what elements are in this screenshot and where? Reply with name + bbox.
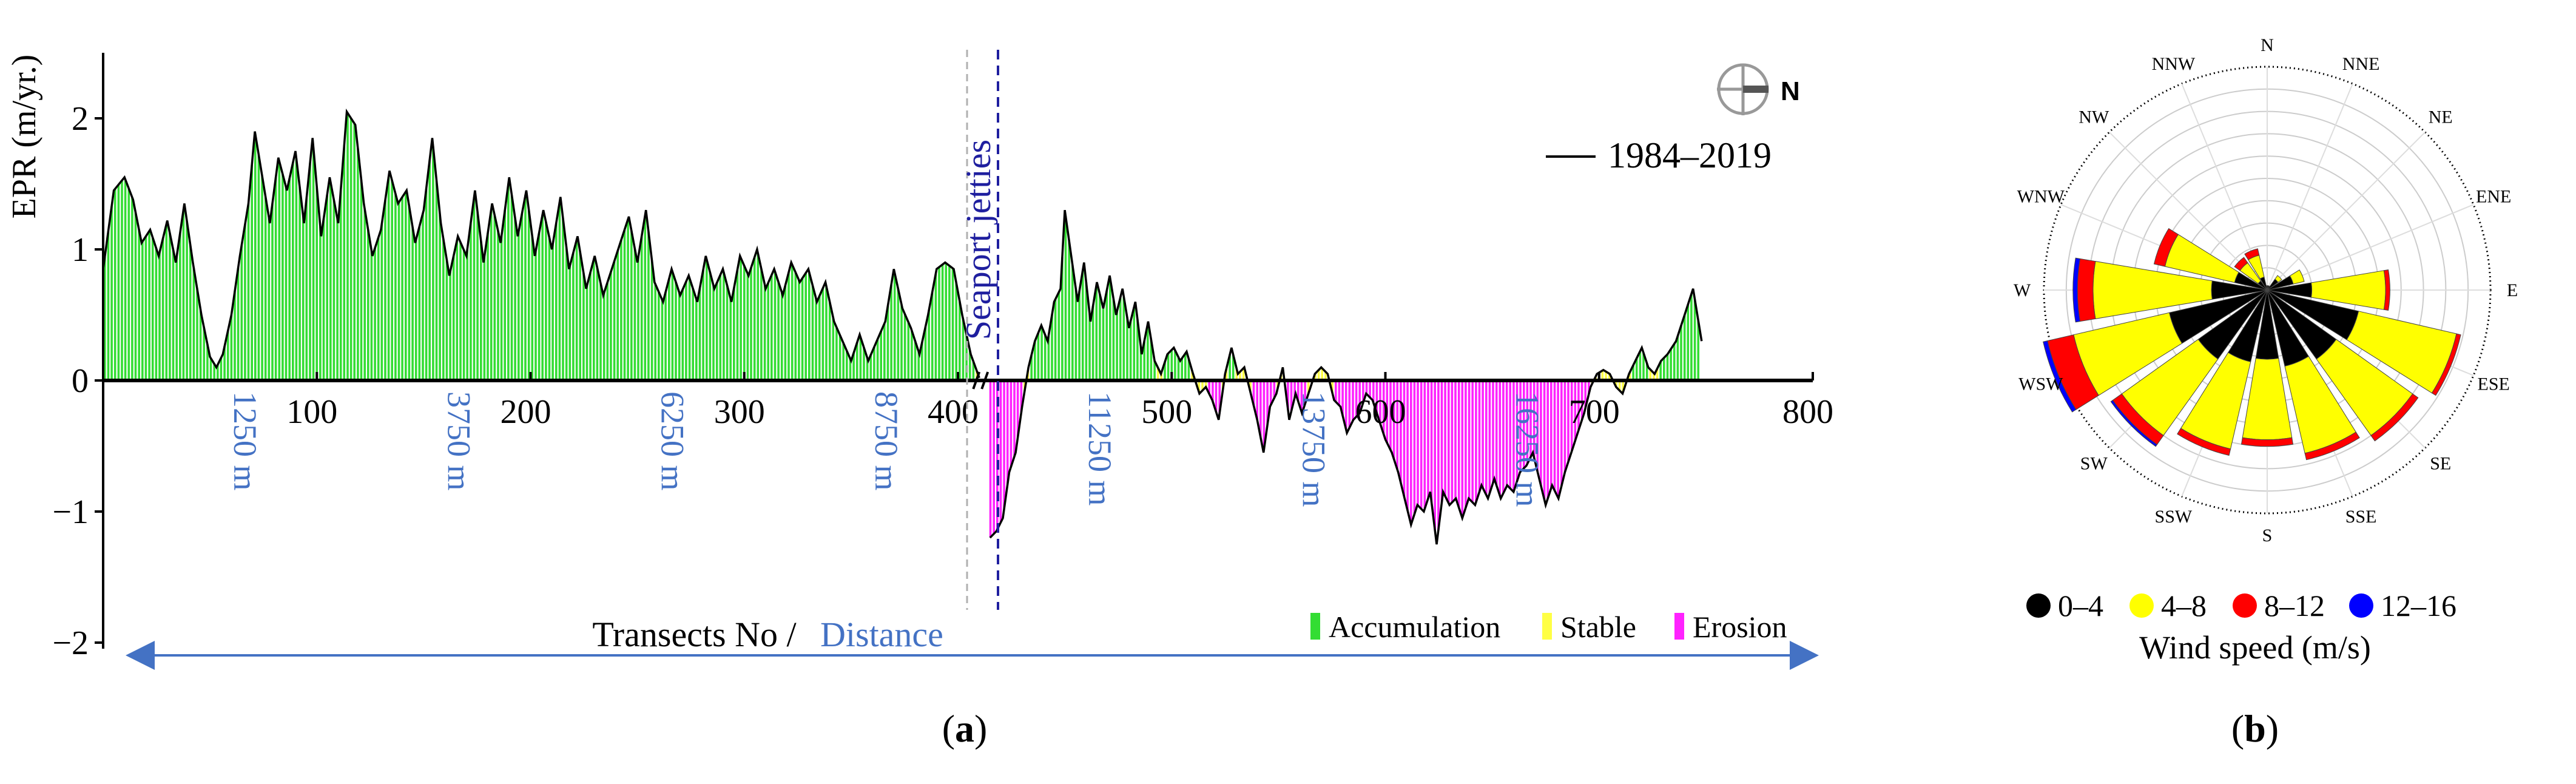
rose-direction-label: N	[2261, 35, 2274, 55]
distance-label: 1250 m	[227, 391, 263, 491]
series-legend-label: 1984–2019	[1608, 135, 1772, 175]
panel-a: 2 1 0 −1 −2 100 200 300 400 500 600 700 800 1250 m 3…	[5, 50, 1833, 750]
x-tick-label: 100	[286, 393, 337, 431]
rose-petal-segment	[2274, 275, 2282, 283]
panel-b: N NNE NE ENE E ESE SE SSE S SSW SW WSW W WNW NW NNW 0–4…	[2014, 35, 2518, 750]
rose-direction-label: SSE	[2345, 507, 2377, 527]
panel-label-b: (b)	[2231, 707, 2279, 750]
legend-dot-8-12	[2233, 593, 2257, 618]
distance-label: 11250 m	[1082, 391, 1118, 506]
legend-label-4-8: 4–8	[2161, 589, 2207, 623]
y-axis-label: EPR (m/yr.)	[5, 55, 43, 219]
rose-direction-label: W	[2014, 280, 2031, 300]
rose-petal-segment	[2234, 257, 2248, 271]
y-tick-label: 0	[72, 362, 89, 400]
x-axis-label-distance: Distance	[820, 615, 943, 654]
legend-dot-12-16	[2349, 593, 2373, 618]
rose-direction-label: SW	[2080, 454, 2108, 474]
rose-direction-label: ESE	[2478, 374, 2510, 394]
x-tick-label: 400	[928, 393, 979, 431]
legend-swatch-accumulation	[1310, 613, 1320, 640]
rose-spoke	[2267, 132, 2426, 291]
y-tick-label: −2	[52, 624, 89, 662]
legend-label-accumulation: Accumulation	[1329, 610, 1500, 644]
x-ticks: 100 200 300 400 500 600 700 800	[286, 371, 1833, 431]
north-compass-icon	[1717, 63, 1769, 115]
legend-label-8-12: 8–12	[2264, 589, 2325, 623]
rose-petal-segment	[2370, 393, 2419, 442]
y-tick-label: 1	[72, 231, 89, 269]
rose-petal-segment	[2241, 437, 2294, 447]
rose-direction-label: NNE	[2342, 54, 2380, 74]
rose-petal-segment	[2383, 269, 2390, 311]
rose-petal-segment	[2289, 269, 2305, 285]
legend-label-0-4: 0–4	[2058, 589, 2103, 623]
rose-petal-segment	[2072, 257, 2081, 323]
distance-label: 16250 m	[1509, 391, 1546, 507]
panel-label-a: (a)	[942, 707, 988, 750]
x-tick-label: 300	[714, 393, 765, 431]
legend-swatch-stable	[1542, 613, 1552, 640]
distance-label: 13750 m	[1295, 391, 1332, 507]
x-tick-label: 600	[1355, 393, 1406, 431]
seaport-jetties-label: Seaport jetties	[959, 140, 998, 340]
x-axis-label: Transects No	[592, 615, 778, 654]
distance-label: 6250 m	[655, 391, 691, 491]
rose-direction-label: NW	[2079, 107, 2109, 127]
legend-dot-0-4	[2026, 593, 2051, 618]
rose-petal-segment	[2304, 431, 2360, 461]
x-tick-label: 800	[1782, 393, 1833, 431]
rose-petal-segment	[2077, 258, 2096, 322]
distance-labels: 1250 m 3750 m 6250 m 8750 m 11250 m 13750 m 16…	[227, 391, 1546, 507]
y-ticks: 2 1 0 −1 −2	[52, 100, 103, 662]
rose-direction-label: WNW	[2017, 186, 2065, 206]
epr-bars	[104, 113, 1699, 538]
x-tick-label: 500	[1141, 393, 1192, 431]
y-tick-label: 2	[72, 100, 89, 138]
x-tick-label: 200	[501, 393, 551, 431]
axis-break-mark	[972, 371, 990, 390]
legend-label-erosion: Erosion	[1693, 610, 1787, 644]
rose-petal-segment	[2244, 248, 2260, 260]
wind-speed-legend: 0–4 4–8 8–12 12–16	[2026, 589, 2456, 623]
rose-petal-segment	[2153, 228, 2179, 267]
rose-direction-label: E	[2507, 280, 2518, 300]
wind-rose-petals	[2043, 228, 2461, 461]
rose-petal-segment	[2110, 399, 2158, 447]
rose-direction-label: SE	[2430, 454, 2451, 474]
rose-spoke	[2267, 83, 2353, 291]
rose-direction-label: SSW	[2155, 507, 2193, 527]
rose-petal-segment	[2242, 357, 2293, 441]
wind-rose-direction-labels: N NNE NE ENE E ESE SE SSE S SSW SW WSW W WNW NW NNW	[2014, 35, 2518, 546]
north-label: N	[1781, 76, 1800, 106]
legend-label-stable: Stable	[1560, 610, 1636, 644]
distance-label: 8750 m	[868, 391, 905, 491]
rose-petal-segment	[2043, 340, 2077, 413]
legend-dot-4-8	[2129, 593, 2154, 618]
y-tick-label: −1	[52, 493, 89, 531]
rose-petal-segment	[2431, 333, 2461, 396]
epr-profile-line	[102, 108, 1703, 545]
legend-swatch-erosion	[1674, 613, 1684, 640]
rose-direction-label: NNW	[2152, 54, 2196, 74]
category-legend: Accumulation Stable Erosion	[1310, 610, 1787, 644]
distance-label: 3750 m	[440, 391, 477, 491]
legend-label-12-16: 12–16	[2381, 589, 2456, 623]
x-tick-label: 700	[1569, 393, 1620, 431]
rose-direction-label: WSW	[2018, 374, 2063, 394]
rose-direction-label: NE	[2429, 107, 2453, 127]
rose-petal-segment	[2177, 428, 2231, 456]
rose-direction-label: S	[2262, 525, 2273, 546]
rose-direction-label: ENE	[2476, 186, 2511, 206]
x-axis-label-sep: /	[778, 615, 805, 654]
wind-legend-title: Wind speed (m/s)	[2139, 629, 2371, 666]
